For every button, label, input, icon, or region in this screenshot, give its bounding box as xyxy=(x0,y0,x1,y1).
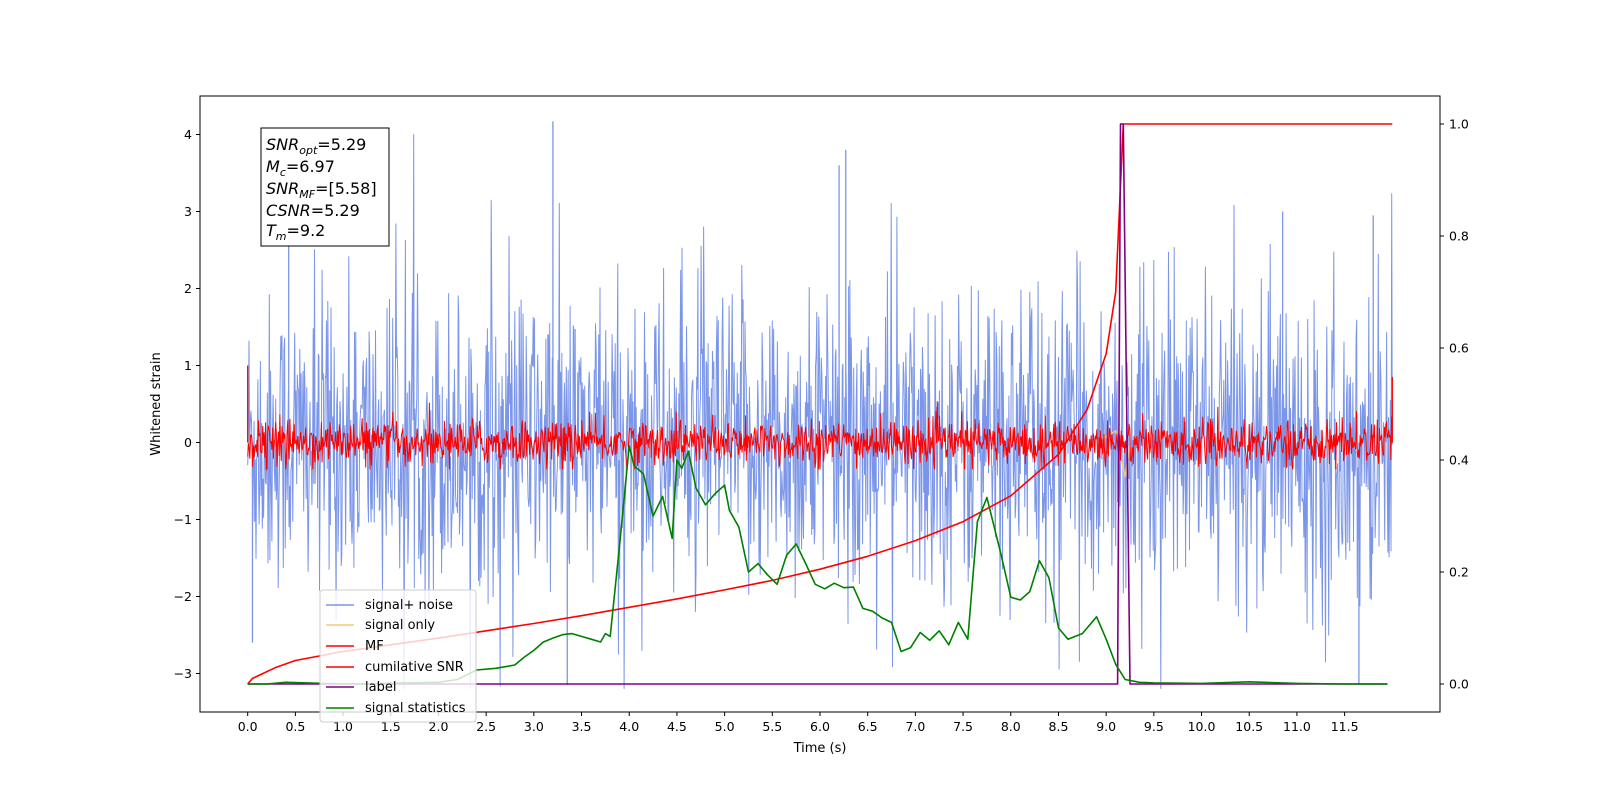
y-tick-label: 1 xyxy=(184,358,192,373)
x-tick-label: 1.5 xyxy=(381,719,401,734)
x-axis-label: Time (s) xyxy=(793,741,847,756)
x-tick-label: 10.5 xyxy=(1235,719,1263,734)
x-tick-label: 4.5 xyxy=(667,719,687,734)
x-tick-label: 0.5 xyxy=(285,719,305,734)
legend-label-signal-noise: signal+ noise xyxy=(365,598,453,613)
mf-line xyxy=(247,401,1393,471)
x-tick-label: 1.0 xyxy=(333,719,353,734)
legend: signal+ noise signal only MF cumilative … xyxy=(319,589,477,723)
y-tick-label: 4 xyxy=(184,127,192,142)
x-tick-label: 11.5 xyxy=(1331,719,1359,734)
tm-text: Tm=9.2 xyxy=(266,221,325,243)
x-tick-label: 8.5 xyxy=(1049,719,1069,734)
x-tick-label: 9.5 xyxy=(1144,719,1164,734)
y-tick-label: 3 xyxy=(184,204,192,219)
snr-opt-text: SNRopt=5.29 xyxy=(266,135,366,157)
x-tick-label: 2.0 xyxy=(429,719,449,734)
x-tick-label: 5.5 xyxy=(762,719,782,734)
y-tick-label: −3 xyxy=(174,666,192,681)
legend-label-cumulative-snr: cumilative SNR xyxy=(365,660,464,675)
x-tick-label: 3.5 xyxy=(572,719,592,734)
y2-tick-label: 0.4 xyxy=(1449,453,1469,468)
x-tick-label: 2.5 xyxy=(476,719,496,734)
csnr-text: CSNR=5.29 xyxy=(266,201,360,220)
parameter-box: SNRopt=5.29 Mc=6.97 SNRMF=[5.58] CSNR=5.… xyxy=(260,127,390,247)
y-tick-label: −2 xyxy=(174,589,192,604)
signal-statistics-line xyxy=(247,445,1388,685)
y2-tick-label: 1.0 xyxy=(1449,117,1469,132)
parameter-box-frame xyxy=(260,127,390,247)
signal-noise-line xyxy=(247,134,1393,689)
y-tick-label: 2 xyxy=(184,281,192,296)
x-tick-label: 9.0 xyxy=(1096,719,1116,734)
legend-label-label: label xyxy=(365,680,396,695)
y-axis-label: Whitened strain xyxy=(149,352,164,455)
x-tick-label: 10.0 xyxy=(1188,719,1216,734)
mc-text: Mc=6.97 xyxy=(266,157,335,179)
x-tick-label: 11.0 xyxy=(1283,719,1311,734)
y-tick-label: −1 xyxy=(174,512,192,527)
x-tick-label: 0.0 xyxy=(238,719,258,734)
x-tick-label: 7.5 xyxy=(953,719,973,734)
x-tick-label: 5.0 xyxy=(715,719,735,734)
y-tick-label: 0 xyxy=(184,435,192,450)
signal-noise-trace xyxy=(247,121,1393,689)
mf-trace xyxy=(247,365,1393,471)
legend-label-mf: MF xyxy=(365,639,384,654)
x-tick-label: 8.0 xyxy=(1001,719,1021,734)
x-tick-label: 6.0 xyxy=(810,719,830,734)
legend-label-signal-statistics: signal statistics xyxy=(365,701,466,716)
x-tick-label: 4.0 xyxy=(619,719,639,734)
y2-tick-label: 0.6 xyxy=(1449,341,1469,356)
y2-tick-label: 0.8 xyxy=(1449,229,1469,244)
y2-tick-label: 0.0 xyxy=(1449,677,1469,692)
legend-label-signal-only: signal only xyxy=(365,618,435,633)
legend-frame xyxy=(319,589,477,723)
snr-mf-text: SNRMF=[5.58] xyxy=(266,179,377,201)
x-tick-label: 6.5 xyxy=(858,719,878,734)
x-tick-label: 7.0 xyxy=(905,719,925,734)
y2-tick-label: 0.2 xyxy=(1449,565,1469,580)
axes: 0.0 0.5 1.0 1.5 2.0 2.5 3.0 3.5 4.0 4.5 5.0 5.5 6.0 6… xyxy=(174,117,1469,735)
label-line xyxy=(247,123,1388,685)
x-tick-label: 3.0 xyxy=(524,719,544,734)
